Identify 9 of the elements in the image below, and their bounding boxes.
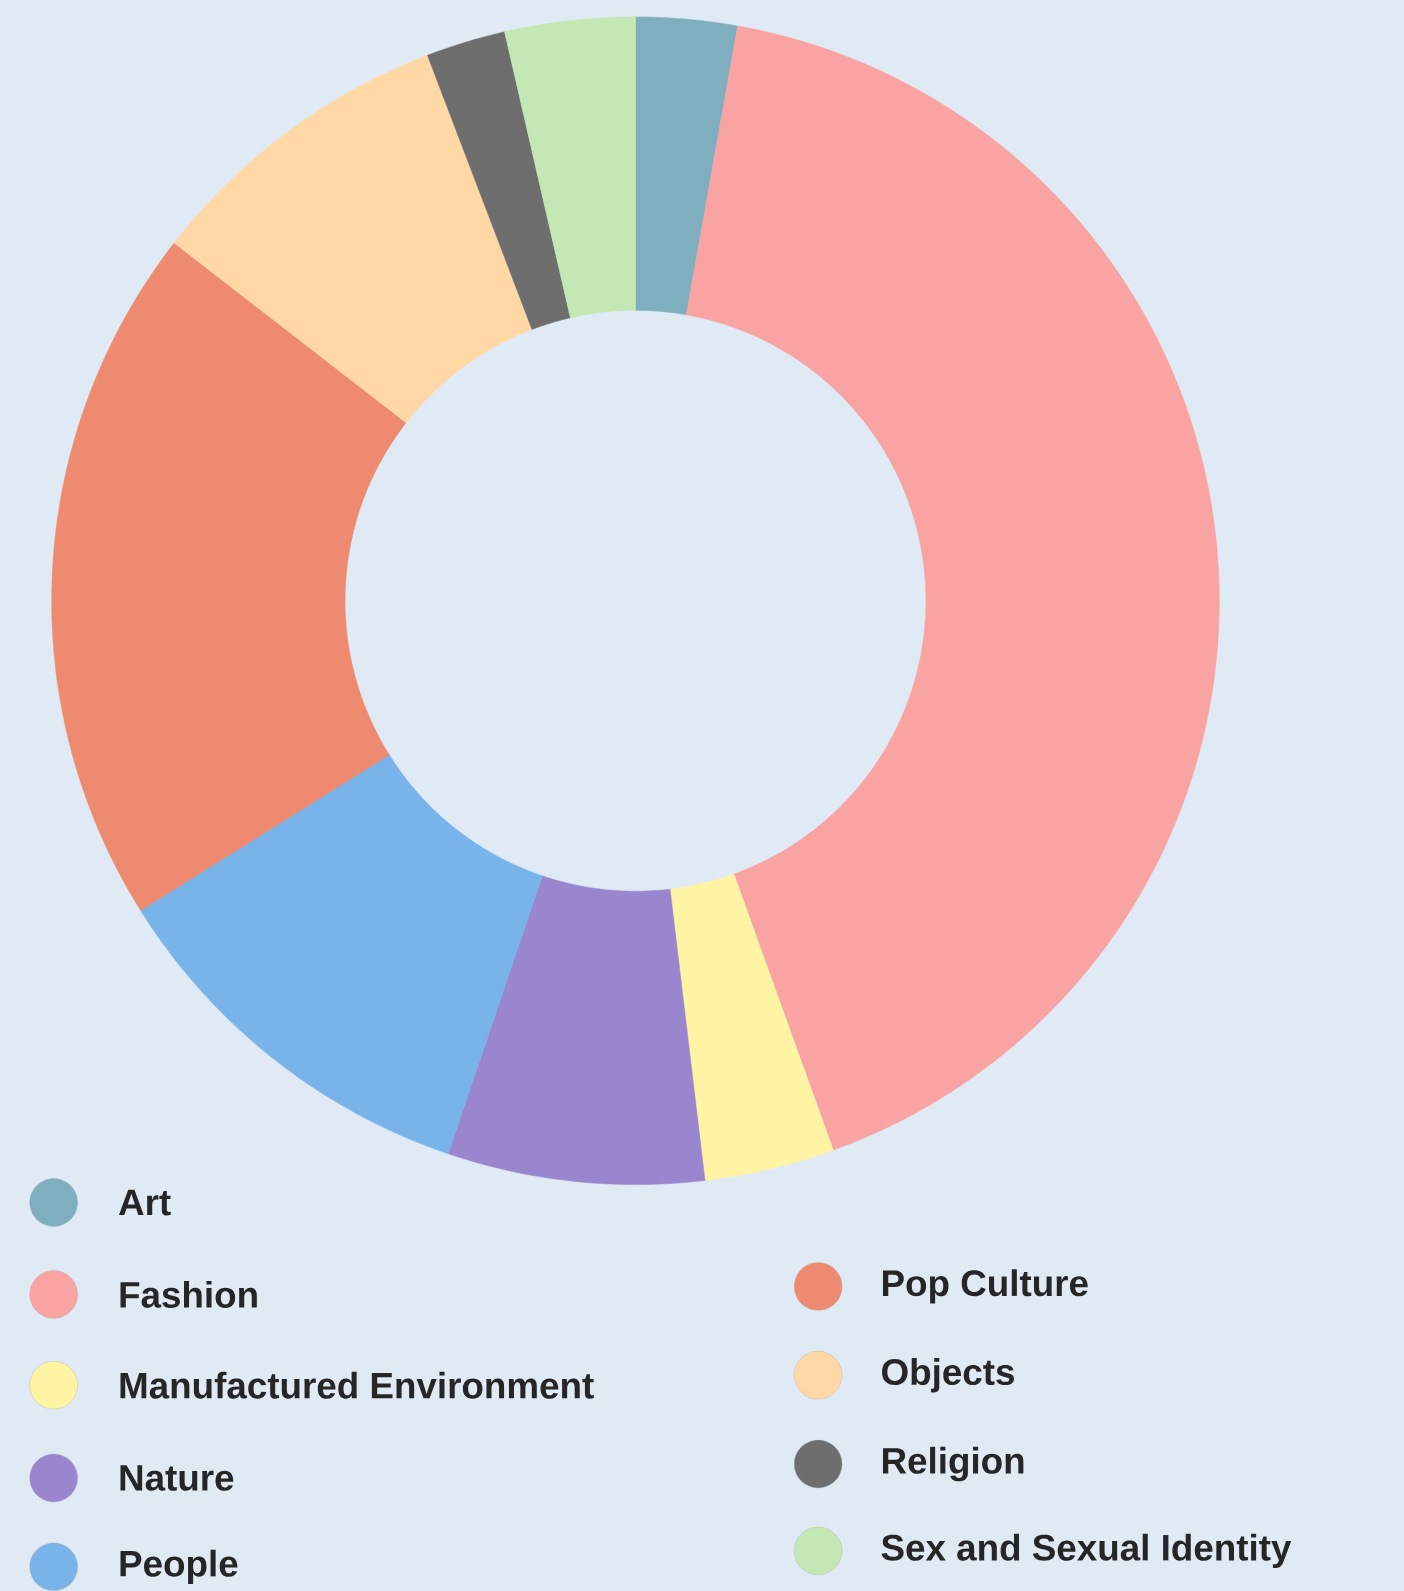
legend-label: Nature xyxy=(120,1465,234,1491)
legend-label: Art xyxy=(119,1189,171,1216)
legend-label: Objects xyxy=(882,1358,1014,1393)
legend-label: Sex and Sexual Identity xyxy=(881,1533,1292,1569)
legend-label: Religion xyxy=(883,1446,1024,1482)
legend-label: Pop Culture xyxy=(883,1269,1088,1304)
legend-label: Manufactured Environment xyxy=(120,1371,594,1399)
legend-label: People xyxy=(120,1549,238,1584)
legend-label: Fashion xyxy=(120,1280,257,1308)
